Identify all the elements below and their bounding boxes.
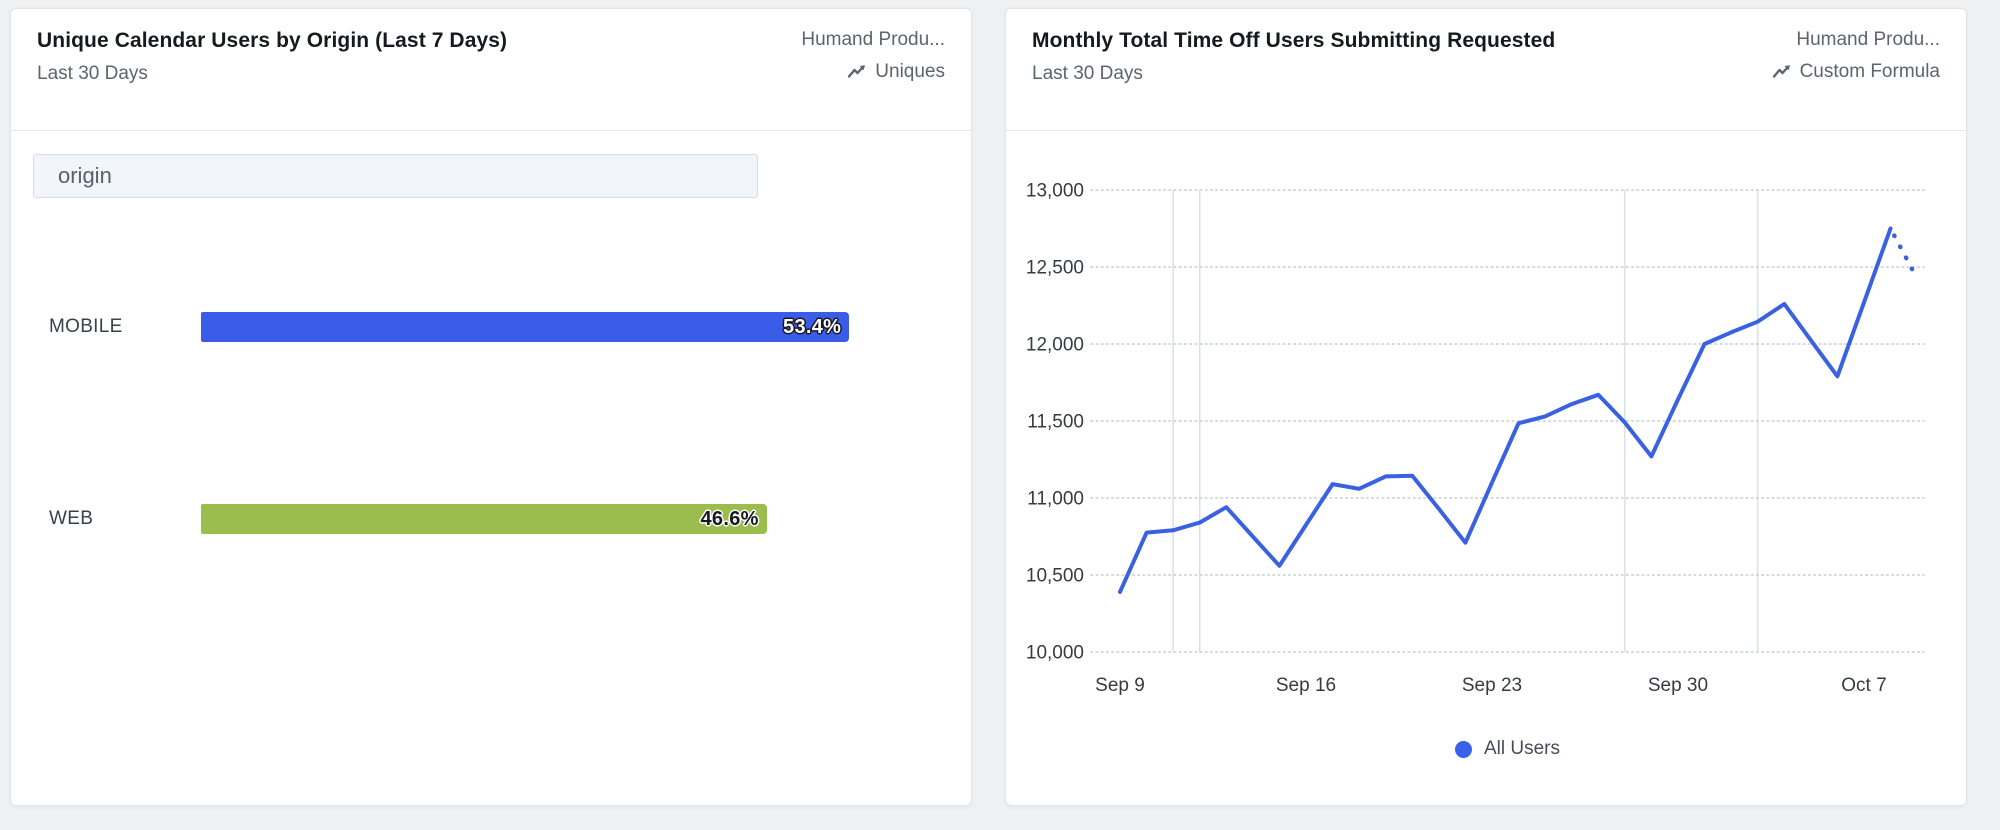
legend[interactable]: All Users: [1091, 738, 1924, 760]
right-card-header-right: Humand Produ... Custom Formula: [1772, 29, 1940, 83]
bar-fill-mobile[interactable]: 53.4%: [201, 312, 850, 342]
right-card-metric: Custom Formula: [1772, 61, 1940, 83]
y-axis-tick-label: 11,500: [1027, 412, 1084, 433]
left-card-title[interactable]: Unique Calendar Users by Origin (Last 7 …: [37, 29, 508, 52]
right-chart-card: Monthly Total Time Off Users Submitting …: [1005, 8, 1967, 806]
y-axis-tick-label: 11,000: [1027, 489, 1084, 510]
bar-value-label: 46.6%: [700, 508, 759, 530]
left-card-header-right: Humand Produ... Uniques: [801, 29, 945, 83]
header-divider: [11, 130, 971, 131]
right-card-date-range: Last 30 Days: [1032, 63, 1143, 84]
series-line-all-users[interactable]: [1118, 226, 1893, 594]
line-chart: 10,000 10,500 11,000 11,500 12,000 12,500 13,0…: [1026, 181, 1925, 696]
x-axis-tick-label: Oct 7: [1841, 675, 1886, 696]
bar-category-label: WEB: [49, 508, 94, 529]
legend-dot: [1454, 740, 1472, 758]
left-card-metric-type: Uniques: [875, 61, 945, 82]
x-axis-tick-label: Sep 9: [1095, 675, 1145, 696]
line-chart-icon: [1772, 62, 1792, 82]
y-axis-tick-label: 12,500: [1026, 258, 1084, 279]
bar-value-label: 53.4%: [783, 316, 842, 338]
x-axis-tick-label: Sep 16: [1276, 675, 1336, 696]
legend-label: All Users: [1483, 738, 1560, 759]
y-axis-tick-label: 10,000: [1026, 643, 1084, 664]
x-axis-tick-label: Sep 23: [1462, 675, 1522, 696]
bar-chart: MOBILE 53.4% WEB 46.6%: [11, 9, 971, 805]
right-card-title[interactable]: Monthly Total Time Off Users Submitting …: [1032, 29, 1556, 52]
left-card-date-range: Last 30 Days: [37, 63, 148, 84]
bar-row: MOBILE 53.4%: [11, 312, 971, 342]
header-divider: [1006, 130, 1966, 131]
y-axis-tick-label: 12,000: [1026, 335, 1084, 356]
series-line-projection: [1888, 226, 1920, 281]
left-card-metric: Uniques: [801, 61, 945, 83]
right-card-header: Monthly Total Time Off Users Submitting …: [1006, 9, 1966, 130]
left-card-source: Humand Produ...: [801, 29, 945, 50]
y-axis-tick-label: 10,500: [1026, 566, 1084, 587]
right-card-source: Humand Produ...: [1796, 29, 1940, 50]
line-chart-icon: [847, 62, 867, 82]
x-axis-tick-label: Sep 30: [1648, 675, 1708, 696]
left-chart-card: Unique Calendar Users by Origin (Last 7 …: [10, 8, 972, 806]
right-card-metric-type: Custom Formula: [1799, 61, 1940, 82]
origin-filter-input[interactable]: [33, 154, 758, 198]
bar-row: WEB 46.6%: [11, 504, 971, 534]
left-card-header: Unique Calendar Users by Origin (Last 7 …: [11, 9, 971, 130]
bar-category-label: MOBILE: [49, 316, 123, 337]
bar-fill-web[interactable]: 46.6%: [201, 504, 767, 534]
y-axis-tick-label: 13,000: [1026, 181, 1084, 202]
